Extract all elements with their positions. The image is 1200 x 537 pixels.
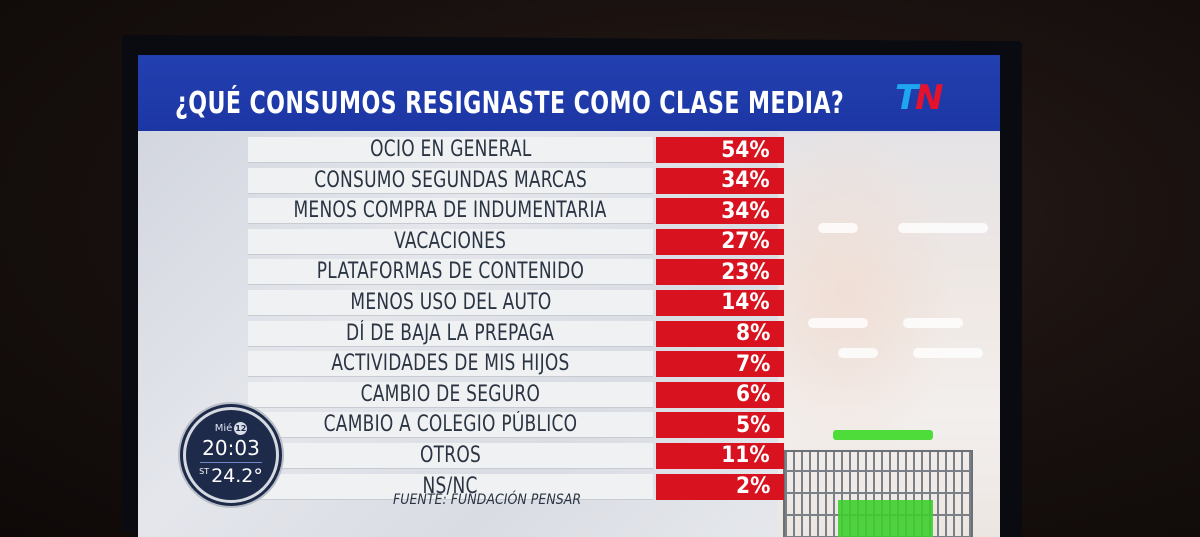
row-value-cell: 34% [656, 198, 784, 225]
table-row: ACTIVIDADES DE MIS HIJOS 7% [248, 349, 788, 380]
row-label: NS/NC [422, 473, 479, 499]
row-value: 7% [735, 351, 770, 377]
table-row: CONSUMO SEGUNDAS MARCAS 34% [248, 166, 788, 197]
row-label: CONSUMO SEGUNDAS MARCAS [314, 167, 587, 193]
row-value-cell: 6% [656, 381, 784, 408]
row-value: 54% [721, 137, 770, 163]
row-value-cell: 5% [656, 412, 784, 439]
table-row: CAMBIO A COLEGIO PÚBLICO 5% [248, 410, 788, 441]
row-value-cell: 11% [656, 442, 784, 469]
data-table: OCIO EN GENERAL 54% CONSUMO SEGUNDAS MAR… [248, 135, 788, 502]
table-row: CAMBIO DE SEGURO 6% [248, 380, 788, 411]
row-value-cell: 2% [656, 473, 784, 500]
clock-divider [200, 462, 262, 463]
table-row: DÍ DE BAJA LA PREPAGA 8% [248, 319, 788, 350]
logo-t: T [895, 78, 919, 118]
table-row: NS/NC 2% [248, 472, 788, 503]
row-value-cell: 34% [656, 167, 784, 194]
table-row: MENOS COMPRA DE INDUMENTARIA 34% [248, 196, 788, 227]
table-row: OTROS 11% [248, 441, 788, 472]
row-value-cell: 14% [656, 289, 784, 316]
row-label: ACTIVIDADES DE MIS HIJOS [331, 351, 570, 377]
table-row: OCIO EN GENERAL 54% [248, 135, 788, 166]
row-value: 11% [721, 443, 770, 469]
row-label: VACACIONES [394, 228, 507, 254]
table-row: PLATAFORMAS DE CONTENIDO 23% [248, 257, 788, 288]
row-label: CAMBIO DE SEGURO [360, 381, 541, 407]
row-value-cell: 23% [656, 259, 784, 286]
row-label-cell: CONSUMO SEGUNDAS MARCAS [248, 167, 653, 194]
row-label-cell: MENOS USO DEL AUTO [248, 289, 653, 316]
row-label-cell: PLATAFORMAS DE CONTENIDO [248, 259, 653, 286]
clock-time: 20:03 [202, 436, 260, 460]
clock-widget: Mié 12 20:03 ST 24.2° [183, 407, 279, 503]
row-label-cell: DÍ DE BAJA LA PREPAGA [248, 320, 653, 347]
clock-temperature: ST 24.2° [186, 465, 276, 487]
row-value-cell: 54% [656, 137, 784, 163]
row-label-cell: CAMBIO DE SEGURO [248, 381, 653, 408]
row-label: OTROS [419, 442, 482, 468]
clock-day-name: Mié [214, 423, 233, 434]
chart-title: ¿QUÉ CONSUMOS RESIGNASTE COMO CLASE MEDI… [175, 86, 845, 121]
row-label: MENOS COMPRA DE INDUMENTARIA [293, 198, 608, 224]
row-value: 34% [721, 198, 770, 224]
row-value: 5% [735, 412, 770, 438]
row-value: 27% [721, 229, 770, 255]
row-label-cell: NS/NC [248, 473, 653, 500]
temp-prefix: ST [199, 467, 210, 476]
row-label-cell: OTROS [248, 442, 653, 469]
cart-handle [833, 430, 933, 440]
clock-day-number: 12 [234, 422, 248, 435]
row-value: 8% [735, 321, 770, 347]
shopping-cart-image [778, 430, 978, 537]
row-label: OCIO EN GENERAL [369, 137, 532, 162]
row-label: MENOS USO DEL AUTO [349, 289, 552, 315]
row-label: PLATAFORMAS DE CONTENIDO [316, 259, 585, 285]
row-value: 14% [721, 290, 770, 316]
row-label-cell: CAMBIO A COLEGIO PÚBLICO [248, 412, 653, 439]
temp-value: 24.2° [211, 465, 263, 487]
row-value-cell: 8% [656, 320, 784, 347]
row-value: 34% [721, 168, 770, 194]
row-label-cell: MENOS COMPRA DE INDUMENTARIA [248, 198, 653, 225]
row-value: 6% [735, 382, 770, 408]
logo-n: N [915, 78, 944, 118]
row-label: DÍ DE BAJA LA PREPAGA [346, 320, 555, 346]
row-label-cell: ACTIVIDADES DE MIS HIJOS [248, 351, 653, 378]
row-label-cell: OCIO EN GENERAL [248, 137, 653, 163]
tn-logo: T N [895, 78, 955, 118]
source-credit: FUENTE: FUNDACIÓN PENSAR [393, 492, 582, 508]
row-value-cell: 7% [656, 351, 784, 378]
row-label-cell: VACACIONES [248, 228, 653, 255]
row-label: CAMBIO A COLEGIO PÚBLICO [323, 412, 578, 438]
tv-screen: ¿QUÉ CONSUMOS RESIGNASTE COMO CLASE MEDI… [138, 55, 1000, 537]
row-value: 2% [735, 474, 770, 500]
title-bar: ¿QUÉ CONSUMOS RESIGNASTE COMO CLASE MEDI… [138, 55, 1000, 131]
table-row: MENOS USO DEL AUTO 14% [248, 288, 788, 319]
clock-day: Mié 12 [186, 422, 276, 435]
row-value: 23% [721, 259, 770, 285]
row-value-cell: 27% [656, 228, 784, 255]
table-row: VACACIONES 27% [248, 227, 788, 258]
cart-green-basket [838, 500, 933, 537]
